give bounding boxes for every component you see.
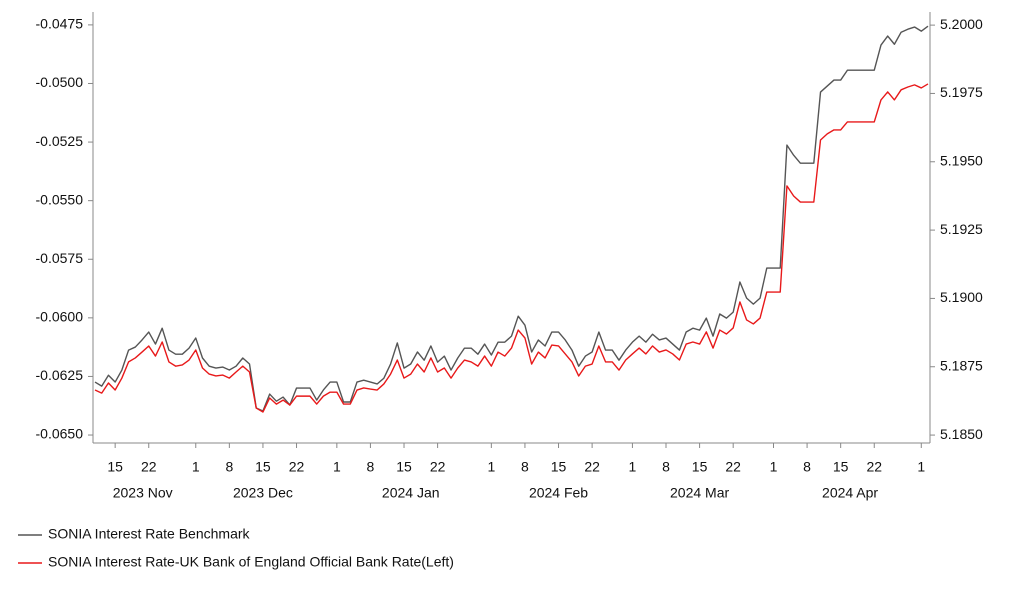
y-tick-label: -0.0525	[36, 133, 84, 149]
y-tick-label: -0.0575	[36, 250, 84, 266]
x-group-label: 2024 Feb	[529, 485, 588, 501]
x-tick-label: 1	[487, 459, 495, 475]
y2-tick-label: 5.1900	[940, 289, 983, 305]
y-tick-label: -0.0650	[36, 426, 84, 442]
y-tick-label: -0.0600	[36, 309, 84, 325]
x-tick-label: 22	[584, 459, 600, 475]
x-tick-label: 22	[866, 459, 882, 475]
legend-label: SONIA Interest Rate Benchmark	[48, 526, 251, 542]
x-tick-label: 15	[107, 459, 123, 475]
x-tick-label: 15	[396, 459, 412, 475]
x-tick-label: 22	[430, 459, 446, 475]
x-tick-label: 8	[521, 459, 529, 475]
x-tick-label: 22	[725, 459, 741, 475]
x-group-label: 2024 Jan	[382, 485, 440, 501]
y2-tick-label: 5.1950	[940, 152, 983, 168]
x-tick-label: 8	[367, 459, 375, 475]
x-tick-label: 22	[141, 459, 157, 475]
x-tick-label: 15	[833, 459, 849, 475]
y2-tick-label: 5.1925	[940, 221, 983, 237]
x-tick-label: 15	[692, 459, 708, 475]
x-tick-label: 1	[917, 459, 925, 475]
x-group-label: 2024 Mar	[670, 485, 729, 501]
y-tick-label: -0.0475	[36, 16, 84, 32]
y2-tick-label: 5.1875	[940, 357, 983, 373]
x-tick-label: 1	[333, 459, 341, 475]
x-tick-label: 15	[551, 459, 567, 475]
x-group-label: 2023 Nov	[113, 485, 173, 501]
x-tick-label: 8	[225, 459, 233, 475]
x-group-label: 2023 Dec	[233, 485, 293, 501]
x-tick-label: 1	[192, 459, 200, 475]
series-line	[94, 25, 929, 412]
x-tick-label: 1	[770, 459, 778, 475]
x-tick-label: 8	[662, 459, 670, 475]
x-tick-label: 1	[629, 459, 637, 475]
series-line	[94, 83, 929, 413]
x-tick-label: 15	[255, 459, 271, 475]
y2-tick-label: 5.1975	[940, 84, 983, 100]
y-tick-label: -0.0625	[36, 367, 84, 383]
x-tick-label: 8	[803, 459, 811, 475]
y-tick-label: -0.0500	[36, 74, 84, 90]
legend-label: SONIA Interest Rate-UK Bank of England O…	[48, 554, 454, 570]
x-tick-label: 22	[289, 459, 305, 475]
y2-tick-label: 5.1850	[940, 426, 983, 442]
y2-tick-label: 5.2000	[940, 16, 983, 32]
x-group-label: 2024 Apr	[822, 485, 878, 501]
y-tick-label: -0.0550	[36, 191, 84, 207]
